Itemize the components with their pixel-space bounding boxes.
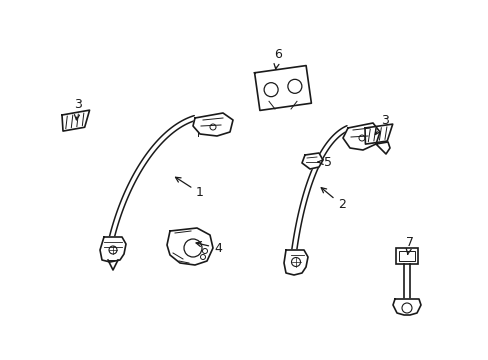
Polygon shape bbox=[342, 123, 379, 150]
Text: 6: 6 bbox=[273, 49, 282, 69]
Text: 1: 1 bbox=[175, 177, 203, 199]
Text: 3: 3 bbox=[74, 99, 82, 120]
Polygon shape bbox=[284, 250, 307, 275]
Polygon shape bbox=[100, 237, 126, 262]
Polygon shape bbox=[62, 110, 89, 131]
Bar bbox=[395, 248, 417, 264]
Bar bbox=[398, 251, 414, 261]
Polygon shape bbox=[392, 299, 420, 315]
Text: 2: 2 bbox=[321, 188, 345, 211]
Polygon shape bbox=[167, 228, 213, 265]
Text: 3: 3 bbox=[375, 113, 388, 135]
Text: 4: 4 bbox=[196, 242, 222, 255]
Text: 5: 5 bbox=[317, 156, 331, 168]
Polygon shape bbox=[254, 66, 311, 111]
Polygon shape bbox=[302, 153, 323, 169]
Polygon shape bbox=[364, 124, 392, 144]
Text: 7: 7 bbox=[405, 235, 413, 254]
Polygon shape bbox=[193, 113, 232, 136]
